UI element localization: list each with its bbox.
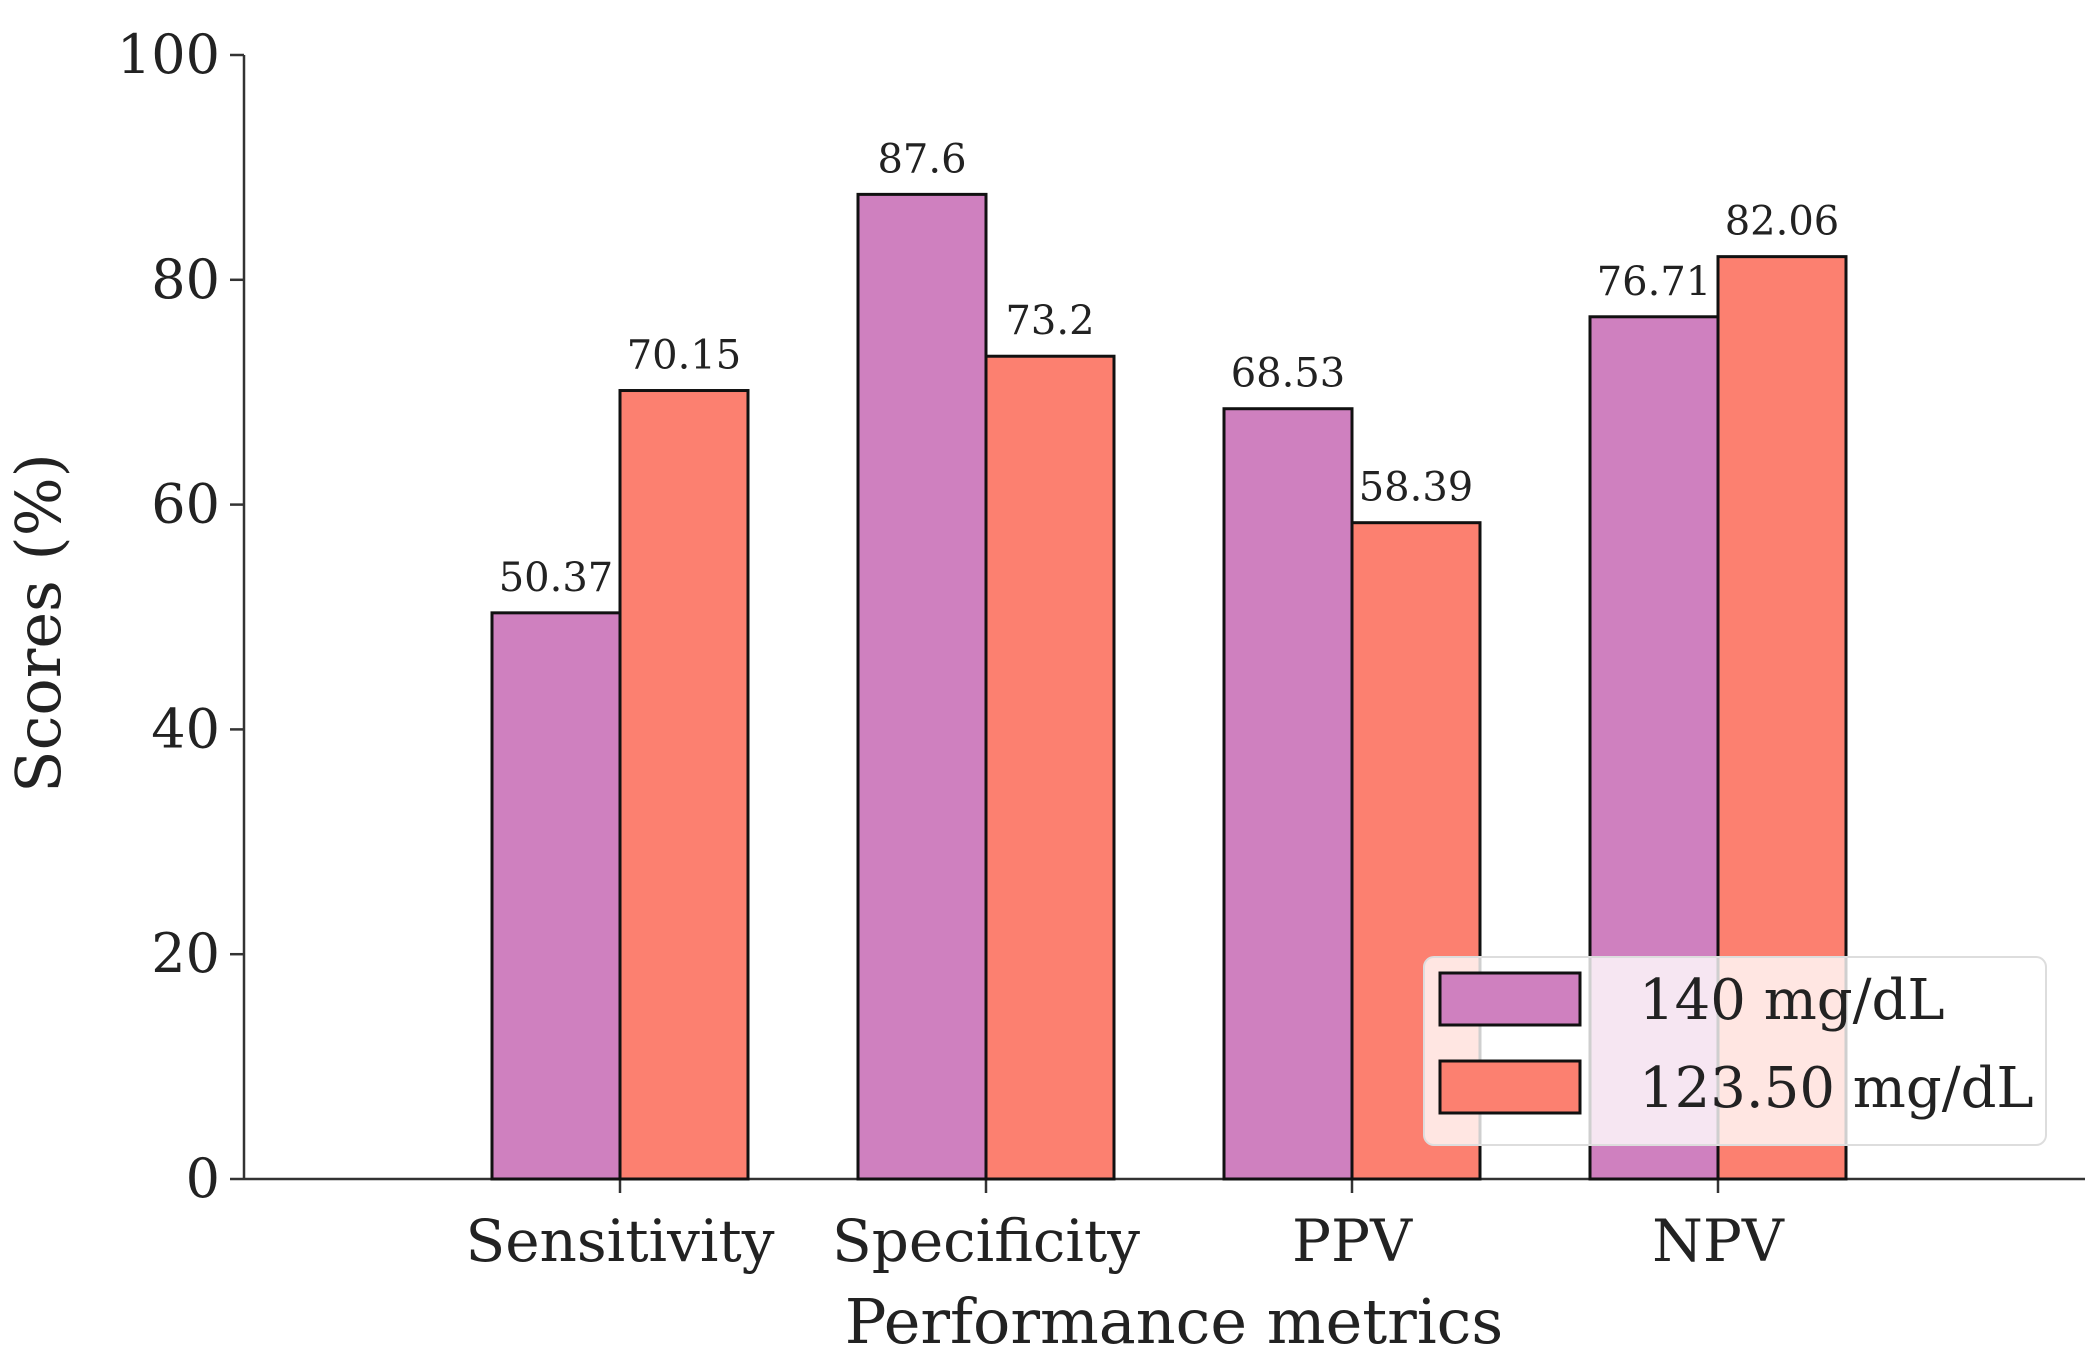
bar bbox=[490, 611, 622, 1181]
bar bbox=[856, 192, 988, 1181]
legend-swatch bbox=[1438, 1059, 1582, 1115]
y-tick-label: 0 bbox=[186, 1147, 220, 1210]
x-tick-label: Specificity bbox=[832, 1207, 1140, 1275]
x-tick-label: Sensitivity bbox=[466, 1207, 775, 1275]
bar-value-label: 68.53 bbox=[1231, 351, 1346, 397]
bar-value-label: 87.6 bbox=[877, 136, 966, 182]
y-tick-label: 60 bbox=[151, 473, 220, 536]
x-tick-label: NPV bbox=[1652, 1207, 1785, 1275]
x-axis: Sensitivity Specificity PPV NPV bbox=[244, 1177, 2085, 1275]
y-axis-title: Scores (%) bbox=[2, 453, 75, 793]
y-tick-label: 80 bbox=[151, 248, 220, 311]
legend: 140 mg/dL 123.50 mg/dL bbox=[1423, 956, 2047, 1146]
bar-value-label: 76.71 bbox=[1597, 259, 1712, 305]
bar-value-label: 73.2 bbox=[1005, 298, 1094, 344]
bar bbox=[984, 354, 1116, 1181]
legend-swatch bbox=[1438, 971, 1582, 1027]
data-labels: 50.37 70.15 87.6 73.2 68.53 58.39 76.71 82.06 bbox=[499, 136, 1840, 600]
y-tick-label: 40 bbox=[151, 697, 220, 760]
bar-value-label: 70.15 bbox=[627, 333, 742, 379]
x-axis-title: Performance metrics bbox=[845, 1285, 1503, 1358]
y-tick-label: 100 bbox=[117, 23, 220, 86]
bar-value-label: 82.06 bbox=[1725, 199, 1840, 245]
legend-label: 140 mg/dL bbox=[1639, 968, 1945, 1033]
y-axis: 0 20 40 60 80 100 bbox=[117, 23, 246, 1210]
x-tick-label: PPV bbox=[1292, 1207, 1413, 1275]
bar bbox=[1222, 407, 1354, 1181]
bar-value-label: 58.39 bbox=[1359, 465, 1474, 511]
legend-label: 123.50 mg/dL bbox=[1639, 1056, 2034, 1121]
y-tick-label: 20 bbox=[151, 922, 220, 985]
bar-value-label: 50.37 bbox=[499, 555, 614, 601]
bar bbox=[618, 389, 750, 1181]
